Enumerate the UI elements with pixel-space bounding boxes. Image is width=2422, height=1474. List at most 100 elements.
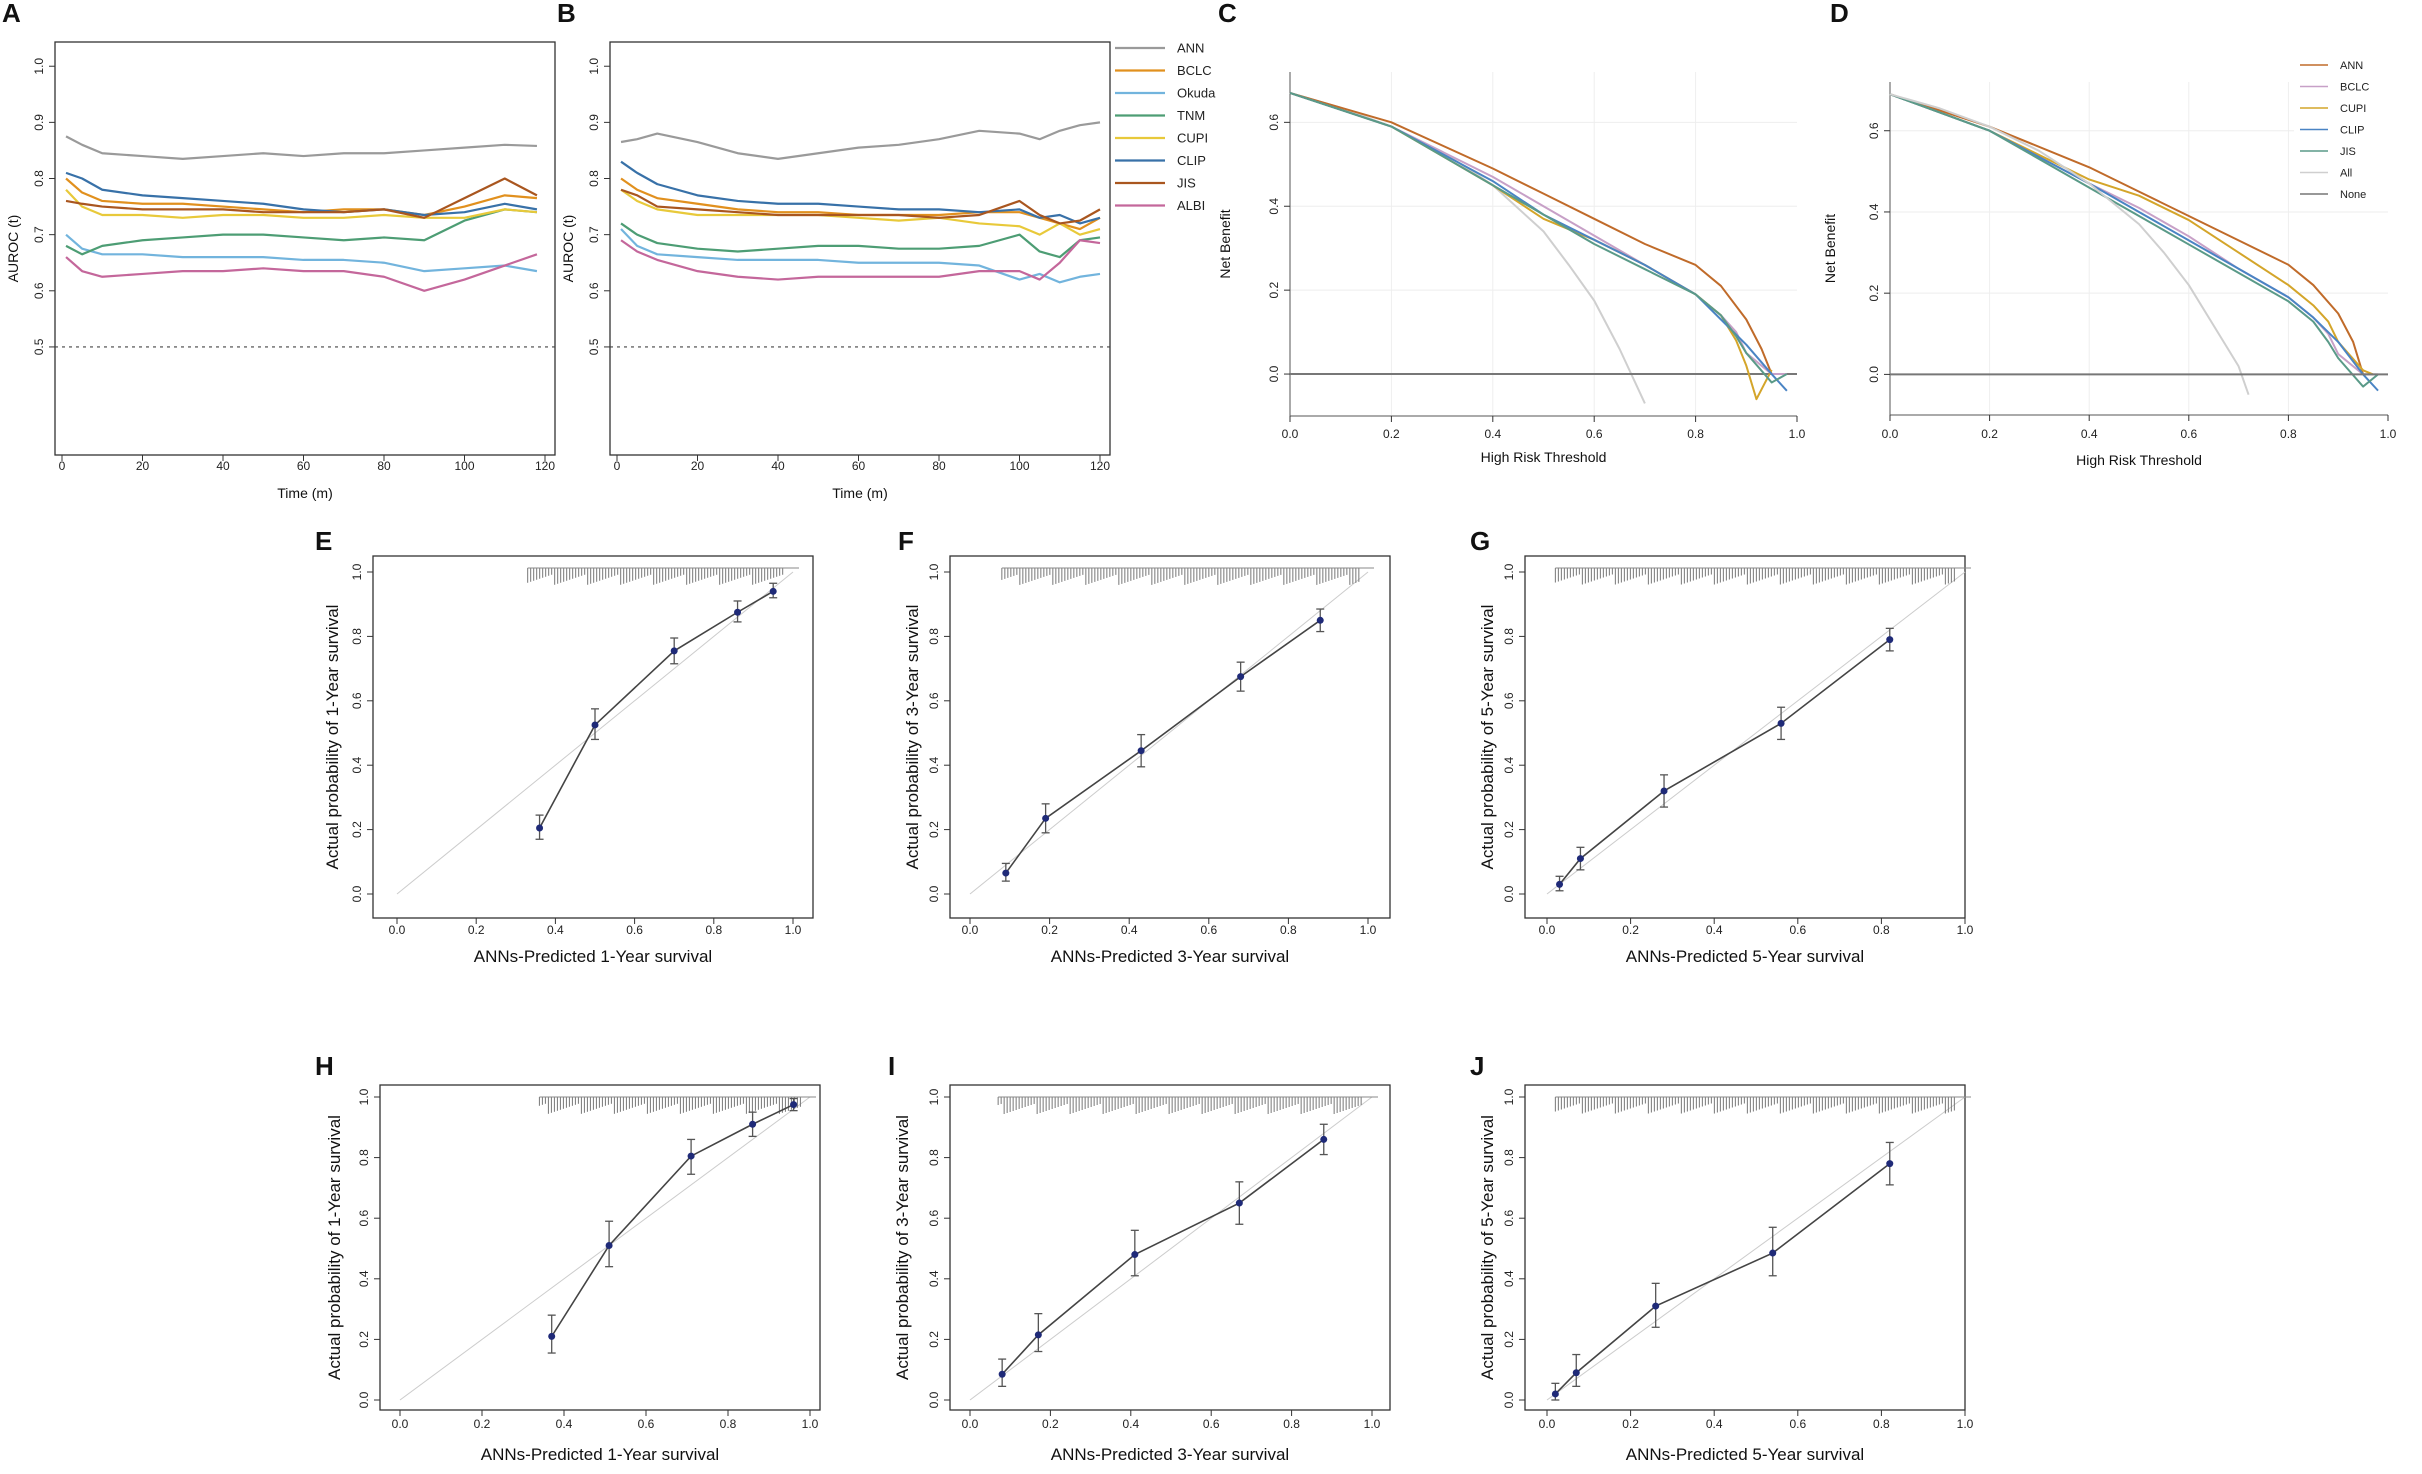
y-tick-label: 0.0 bbox=[927, 885, 941, 902]
y-tick-label: 0.8 bbox=[32, 170, 46, 187]
calibration-point bbox=[1042, 814, 1050, 822]
y-tick-label: 0.0 bbox=[1267, 365, 1281, 382]
y-tick-label: 0.8 bbox=[350, 628, 364, 645]
legend-label: CUPI bbox=[2340, 103, 2366, 115]
panel-e: E 0.0 0.2 0.4 0.6 0.8 1.0 0.0 0.2 0.4 0.6 0.8 1.0 ANN… bbox=[315, 526, 814, 966]
x-tick-label: 0.0 bbox=[389, 923, 406, 937]
y-tick-label: 1.0 bbox=[1502, 563, 1516, 580]
calibration-line bbox=[538, 590, 774, 829]
x-tick-label: 0.8 bbox=[1687, 427, 1704, 441]
x-axis-label: ANNs-Predicted 3-Year survival bbox=[1051, 947, 1289, 966]
x-tick-label: 0.2 bbox=[1622, 1417, 1639, 1431]
calibration-point bbox=[1237, 673, 1245, 681]
y-tick-label: 0.6 bbox=[1502, 1210, 1516, 1227]
y-tick-label: 0.6 bbox=[927, 692, 941, 709]
y-tick-label: 0.6 bbox=[32, 282, 46, 299]
ideal-diagonal bbox=[399, 1096, 811, 1401]
series-line-albi bbox=[620, 239, 1101, 281]
x-tick-label: 60 bbox=[852, 459, 866, 473]
x-tick-label: 40 bbox=[216, 459, 230, 473]
y-tick-label: 0.6 bbox=[1267, 114, 1281, 131]
panel-a: A 0 20 40 60 80 100 120 0.5 0.6 0.7 0.8 0.9 1.0 Time (… bbox=[2, 0, 556, 501]
y-axis-label: Actual probability of 5-Year survival bbox=[1478, 1115, 1497, 1380]
calibration-line bbox=[1005, 619, 1321, 874]
x-tick-label: 0 bbox=[59, 459, 66, 473]
x-tick-label: 0.4 bbox=[2081, 427, 2098, 441]
y-tick-label: 0.6 bbox=[357, 1210, 371, 1227]
x-axis-label: Time (m) bbox=[832, 485, 887, 501]
series-line-okuda bbox=[65, 233, 538, 273]
calibration-point bbox=[769, 587, 777, 595]
calibration-point bbox=[749, 1120, 757, 1128]
x-tick-label: 0 bbox=[614, 459, 621, 473]
calibration-point bbox=[687, 1152, 695, 1160]
y-tick-label: 0.2 bbox=[1267, 281, 1281, 298]
legend-label: BCLC bbox=[1177, 63, 1212, 78]
y-axis-label: Net Benefit bbox=[1217, 209, 1233, 278]
y-tick-label: 0.0 bbox=[350, 885, 364, 902]
x-axis-label: ANNs-Predicted 1-Year survival bbox=[481, 1445, 719, 1464]
x-tick-label: 0.6 bbox=[1789, 923, 1806, 937]
calibration-line bbox=[551, 1103, 794, 1337]
y-tick-label: 0.4 bbox=[1267, 198, 1281, 215]
x-tick-label: 120 bbox=[1090, 459, 1110, 473]
x-tick-label: 0.6 bbox=[626, 923, 643, 937]
calibration-point bbox=[790, 1101, 798, 1109]
legend-label: CUPI bbox=[1177, 131, 1208, 146]
panel-letter: H bbox=[315, 1051, 334, 1081]
x-tick-label: 0.0 bbox=[392, 1417, 409, 1431]
calibration-point bbox=[998, 1370, 1006, 1378]
calibration-point bbox=[1235, 1199, 1243, 1207]
plot-frame bbox=[949, 555, 1391, 919]
x-tick-label: 0.4 bbox=[1706, 923, 1723, 937]
x-axis-label: Time (m) bbox=[277, 485, 332, 501]
calibration-line bbox=[1558, 638, 1891, 885]
calibration-point bbox=[1131, 1251, 1139, 1259]
y-tick-label: 0.0 bbox=[1502, 885, 1516, 902]
x-tick-label: 1.0 bbox=[2380, 427, 2397, 441]
panel-j: J 0.0 0.2 0.4 0.6 0.8 1.0 0.0 0.2 0.4 0.6 0.8 1.0 ANN… bbox=[1470, 1051, 1974, 1464]
legend-panel-b: ANN BCLC Okuda TNM CUPI CLIP JIS ALBI bbox=[1115, 41, 1216, 213]
y-tick-label: 0.8 bbox=[927, 1149, 941, 1166]
x-tick-label: 0.8 bbox=[720, 1417, 737, 1431]
legend-label: All bbox=[2340, 167, 2352, 179]
x-tick-label: 0.2 bbox=[1042, 1417, 1059, 1431]
plot-frame bbox=[1524, 555, 1966, 919]
series-line-clip bbox=[1289, 92, 1788, 392]
y-tick-label: 0.4 bbox=[927, 1270, 941, 1287]
x-tick-label: 20 bbox=[691, 459, 705, 473]
y-tick-label: 0.5 bbox=[32, 338, 46, 355]
x-tick-label: 0.8 bbox=[2280, 427, 2297, 441]
legend-label: BCLC bbox=[2340, 81, 2369, 93]
x-tick-label: 0.0 bbox=[1882, 427, 1899, 441]
x-tick-label: 80 bbox=[377, 459, 391, 473]
x-tick-label: 1.0 bbox=[1364, 1417, 1381, 1431]
panel-h: H 0.0 0.2 0.4 0.6 0.8 1.0 0.0 0.2 0.4 0.6 0.8 1.0 ANN… bbox=[315, 1051, 821, 1464]
x-tick-label: 0.4 bbox=[1484, 427, 1501, 441]
panel-letter: I bbox=[888, 1051, 895, 1081]
calibration-point bbox=[1769, 1249, 1777, 1257]
series-line-ann bbox=[65, 135, 537, 160]
x-tick-label: 0.0 bbox=[1539, 923, 1556, 937]
y-tick-label: 0.0 bbox=[927, 1391, 941, 1408]
legend-panel-d: ANN BCLC CUPI CLIP JIS All None bbox=[2294, 51, 2412, 212]
y-tick-label: 0.7 bbox=[32, 226, 46, 243]
legend-label: ANN bbox=[1177, 41, 1204, 56]
x-tick-label: 1.0 bbox=[802, 1417, 819, 1431]
series-line-clip bbox=[1889, 93, 2379, 392]
x-tick-label: 0.6 bbox=[1203, 1417, 1220, 1431]
series-line-clip bbox=[620, 160, 1101, 225]
series-line-tnm bbox=[620, 222, 1101, 259]
series-line-bclc bbox=[65, 177, 538, 217]
x-tick-label: 1.0 bbox=[1789, 427, 1806, 441]
x-tick-label: 0.0 bbox=[962, 1417, 979, 1431]
y-tick-label: 0.4 bbox=[1867, 203, 1881, 220]
y-tick-label: 1.0 bbox=[357, 1088, 371, 1105]
y-axis-label: AUROC (t) bbox=[5, 215, 21, 283]
x-tick-label: 0.8 bbox=[1280, 923, 1297, 937]
y-axis-label: Actual probability of 1-Year survival bbox=[323, 605, 342, 870]
x-tick-label: 1.0 bbox=[1360, 923, 1377, 937]
x-axis-label: ANNs-Predicted 5-Year survival bbox=[1626, 947, 1864, 966]
x-tick-label: 20 bbox=[136, 459, 150, 473]
